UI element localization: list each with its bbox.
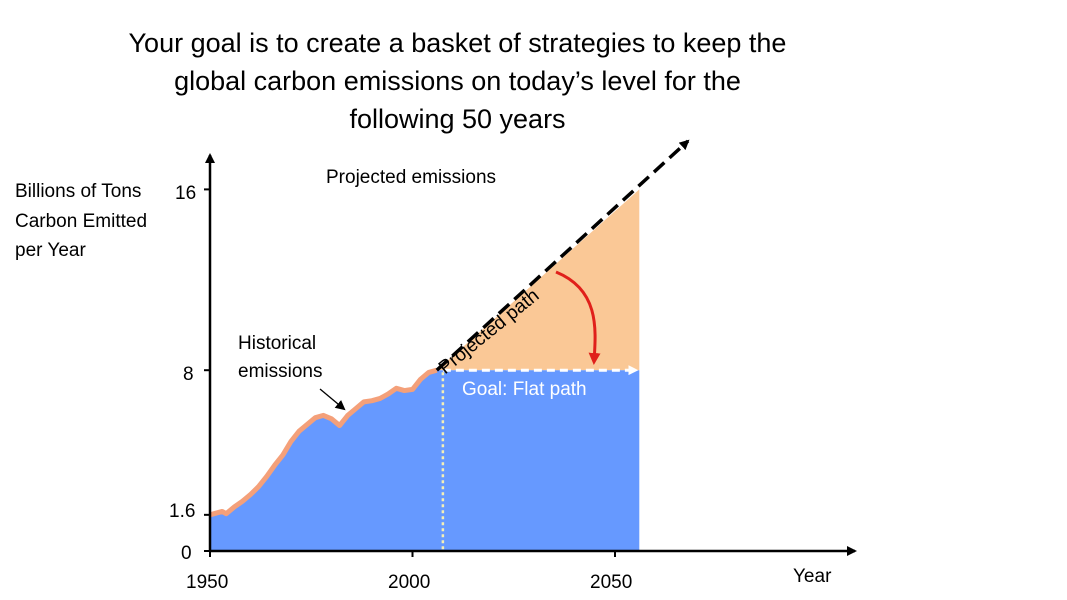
x-tick-label: 1950 — [186, 572, 229, 593]
title-line-1: Your goal is to create a basket of strat… — [128, 28, 787, 58]
y-tick-label: 1.6 — [169, 501, 196, 522]
x-tick-label: 2050 — [590, 572, 633, 593]
historical-label-line-2: emissions — [238, 361, 323, 382]
y-axis-label-line-3: per Year — [15, 240, 86, 261]
projected-emissions-label: Projected emissions — [326, 167, 497, 188]
historical-pointer-arrow — [319, 388, 346, 411]
slide-title: Your goal is to create a basket of strat… — [90, 24, 825, 138]
reduction-arrow — [555, 270, 601, 365]
y-tick-label: 8 — [183, 364, 194, 385]
historical-emissions-area — [210, 370, 640, 551]
y-axis-label: Billions of Tons Carbon Emitted per Year — [15, 177, 147, 266]
x-tick-label: 2000 — [388, 572, 431, 593]
x-axis-label: Year — [793, 566, 832, 587]
y-tick-label: 0 — [181, 543, 192, 564]
y-axis-label-line-1: Billions of Tons — [15, 181, 142, 202]
title-line-3: following 50 years — [349, 104, 566, 134]
y-tick-label: 16 — [175, 183, 197, 204]
projected-path-line — [435, 139, 690, 372]
historical-emissions-line — [209, 367, 438, 518]
goal-flat-path-label: Goal: Flat path — [462, 379, 587, 400]
title-line-2: global carbon emissions on today’s level… — [174, 66, 741, 96]
projected-emissions-area — [436, 189, 640, 371]
historical-label-line-1: Historical — [238, 333, 317, 354]
y-axis-label-line-2: Carbon Emitted — [15, 210, 148, 232]
